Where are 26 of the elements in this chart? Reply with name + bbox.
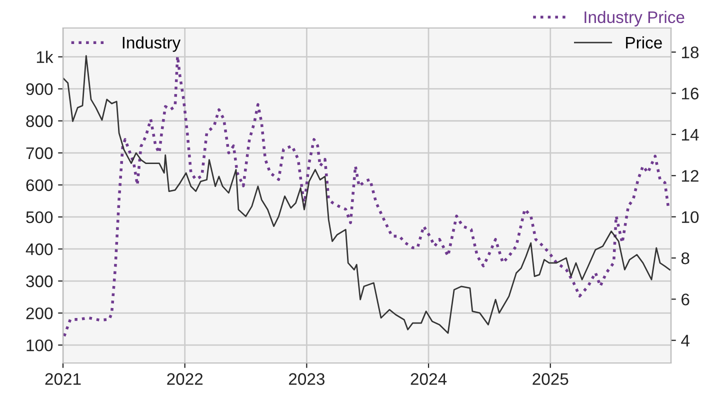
- y2-tick-label: 14: [682, 129, 699, 140]
- y-tick-label: 300: [26, 275, 53, 288]
- y2-tick-label: 10: [682, 211, 699, 224]
- x-tick-label: 2025: [532, 373, 568, 385]
- y-tick-label: 500: [26, 211, 53, 224]
- y-tick-label: 800: [26, 115, 53, 128]
- y-tick-label: 1k: [36, 50, 54, 63]
- x-tick-label: 2024: [410, 373, 447, 385]
- y-tick-label: 700: [26, 147, 53, 160]
- y2-tick-label: 18: [682, 46, 699, 58]
- legend-label: Industry: [122, 36, 181, 52]
- y2-tick-label: 12: [682, 170, 698, 182]
- y2-tick-label: 16: [682, 88, 699, 100]
- y-tick-label: 100: [26, 339, 53, 352]
- legend-label: Price: [626, 36, 662, 49]
- y-tick-label: 900: [26, 83, 53, 96]
- y2-tick-label: 8: [681, 252, 690, 264]
- y-tick-label: 600: [26, 179, 53, 192]
- y-tick-label: 200: [26, 307, 53, 320]
- y2-tick-label: 6: [682, 294, 690, 306]
- chart-title: Industry Price: [584, 10, 684, 26]
- x-tick-label: 2021: [45, 373, 81, 385]
- y2-tick-label: 4: [681, 334, 690, 346]
- y-tick-label: 400: [26, 243, 53, 256]
- x-tick-label: 2022: [167, 373, 203, 385]
- x-tick-label: 2023: [288, 373, 324, 385]
